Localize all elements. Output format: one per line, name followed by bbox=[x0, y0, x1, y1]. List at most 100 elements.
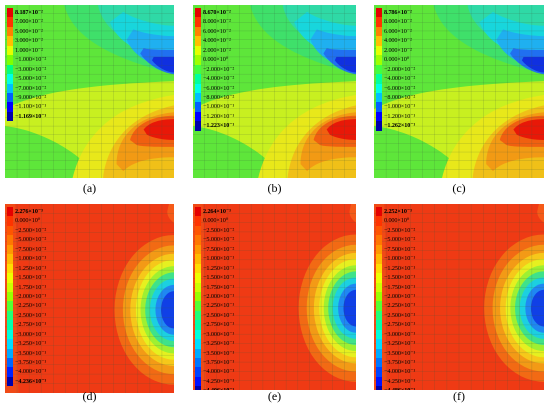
legend-swatch bbox=[195, 17, 201, 27]
legend-swatch bbox=[7, 348, 13, 358]
legend-swatch bbox=[7, 92, 13, 103]
legend-label: −7.500×10⁻² bbox=[384, 245, 416, 253]
legend-swatch bbox=[376, 121, 382, 131]
corner-wedge bbox=[537, 204, 544, 223]
legend-swatch bbox=[195, 121, 201, 131]
legend-label: −2.000×10⁻¹ bbox=[15, 292, 47, 300]
legend-label: −2.750×10⁻¹ bbox=[203, 321, 235, 329]
legend-swatch bbox=[7, 310, 13, 321]
legend-label: −2.500×10⁻¹ bbox=[15, 311, 47, 319]
legend-swatch bbox=[195, 45, 201, 56]
legend-swatch bbox=[376, 26, 382, 37]
legend-label: −2.750×10⁻¹ bbox=[384, 321, 416, 329]
legend-swatch bbox=[7, 83, 13, 93]
legend-label: −7.500×10⁻² bbox=[203, 245, 235, 253]
legend-swatch bbox=[195, 235, 201, 245]
legend-label: −3.250×10⁻¹ bbox=[15, 340, 47, 348]
legend-label: −1.000×10⁻¹ bbox=[203, 103, 235, 111]
legend-swatch bbox=[195, 367, 201, 377]
legend-swatch bbox=[376, 339, 382, 349]
positive-contour-6 bbox=[513, 119, 544, 140]
legend-label: −2.500×10⁻¹ bbox=[384, 311, 416, 319]
legend-label: −2.500×10⁻² bbox=[203, 226, 235, 234]
legend-label: 0.000×10⁰ bbox=[203, 217, 229, 225]
legend-label: −4.000×10⁻² bbox=[384, 75, 416, 83]
legend-swatch bbox=[195, 358, 201, 368]
legend-label: −3.000×10⁻² bbox=[15, 65, 47, 73]
corner-wedge bbox=[167, 204, 174, 223]
legend-swatch bbox=[7, 367, 13, 377]
contour-plot-a: 8.187×10⁻² 7.000×10⁻² 5.000×10⁻² 3.000×10⁻²… bbox=[5, 5, 174, 178]
legend-label: 8.786×10⁻² bbox=[384, 9, 412, 16]
legend-label: −3.750×10⁻¹ bbox=[384, 359, 416, 366]
legend-swatch bbox=[7, 282, 13, 292]
legend-swatch bbox=[195, 348, 201, 358]
legend-label: 0.000×10⁰ bbox=[203, 56, 229, 64]
legend-label: −3.500×10⁻¹ bbox=[15, 349, 47, 357]
positive-contour-6 bbox=[143, 119, 174, 140]
contour-plot-b: 8.670×10⁻² 8.000×10⁻² 6.000×10⁻² 4.000×10⁻²… bbox=[193, 5, 356, 178]
legend-label: −3.750×10⁻¹ bbox=[15, 359, 47, 366]
mesh-grid bbox=[374, 5, 544, 178]
contour-svg bbox=[5, 5, 174, 178]
legend-swatch bbox=[195, 273, 201, 283]
corner-wedge bbox=[349, 204, 356, 223]
panel-caption-f: (f) bbox=[453, 389, 465, 403]
legend-swatch bbox=[7, 55, 13, 65]
legend-label: 4.000×10⁻² bbox=[203, 37, 231, 45]
legend-swatch bbox=[7, 320, 13, 330]
legend-label: −1.262×10⁻¹ bbox=[384, 122, 416, 130]
legend-label: −6.000×10⁻² bbox=[203, 84, 235, 92]
legend-label: −3.000×10⁻¹ bbox=[384, 330, 416, 338]
legend-label: 6.000×10⁻² bbox=[384, 27, 412, 35]
legend-swatch bbox=[195, 55, 201, 65]
legend-label: −2.500×10⁻¹ bbox=[203, 311, 235, 319]
contour-field bbox=[5, 5, 174, 178]
legend-swatch bbox=[376, 64, 382, 75]
legend-label: −2.250×10⁻¹ bbox=[203, 302, 235, 310]
legend-label: −1.200×10⁻¹ bbox=[203, 112, 235, 120]
contour-svg bbox=[374, 5, 544, 178]
legend-label: 4.000×10⁻² bbox=[384, 37, 412, 45]
mesh-grid bbox=[374, 204, 544, 390]
legend-label: −8.000×10⁻² bbox=[384, 93, 416, 101]
panel-caption-a: (a) bbox=[82, 181, 97, 195]
legend-label: −1.000×10⁻¹ bbox=[384, 255, 416, 263]
mesh-grid bbox=[5, 204, 174, 393]
contour-plot-e: 2.264×10⁻³ 0.000×10⁰ −2.500×10⁻² −5.000×10⁻… bbox=[193, 204, 356, 390]
legend-swatch bbox=[376, 55, 382, 65]
legend-swatch bbox=[7, 339, 13, 349]
legend-swatch bbox=[195, 8, 201, 18]
legend-label: 8.000×10⁻² bbox=[384, 18, 412, 26]
displacement-ring-9 bbox=[530, 289, 544, 327]
legend-label: −1.750×10⁻¹ bbox=[203, 283, 235, 291]
legend-swatch bbox=[376, 273, 382, 283]
legend-label: −1.250×10⁻¹ bbox=[384, 264, 416, 272]
contour-plot-f: 2.252×10⁻³ 0.000×10⁰ −2.500×10⁻² −5.000×10⁻… bbox=[374, 204, 544, 390]
legend-swatch bbox=[195, 102, 201, 112]
legend-label: −7.500×10⁻² bbox=[15, 245, 47, 253]
legend-label: −1.169×10⁻¹ bbox=[15, 112, 47, 120]
legend-label: 2.264×10⁻³ bbox=[203, 208, 231, 215]
legend-label: −1.000×10⁻¹ bbox=[384, 103, 416, 111]
legend-label: −1.500×10⁻¹ bbox=[203, 274, 235, 282]
legend-swatch bbox=[7, 329, 13, 340]
legend-swatch bbox=[376, 376, 382, 387]
legend-swatch bbox=[195, 376, 201, 387]
legend-label: 1.000×10⁻² bbox=[15, 46, 43, 54]
legend-label: −5.000×10⁻² bbox=[384, 236, 416, 244]
legend-label: −4.000×10⁻¹ bbox=[384, 368, 416, 376]
panel-caption-b: (b) bbox=[267, 181, 282, 195]
contour-field bbox=[193, 5, 356, 178]
legend-swatch bbox=[376, 348, 382, 358]
legend-swatch bbox=[376, 320, 382, 330]
legend-swatch bbox=[376, 207, 382, 217]
legend-label: −1.500×10⁻¹ bbox=[15, 274, 47, 282]
legend-label: 8.000×10⁻² bbox=[203, 18, 231, 26]
legend-swatch bbox=[7, 207, 13, 217]
displacement-ring-9 bbox=[160, 291, 174, 329]
legend-swatch bbox=[7, 17, 13, 27]
legend-swatch bbox=[376, 92, 382, 103]
legend-swatch bbox=[7, 111, 13, 122]
legend-swatch bbox=[195, 339, 201, 349]
